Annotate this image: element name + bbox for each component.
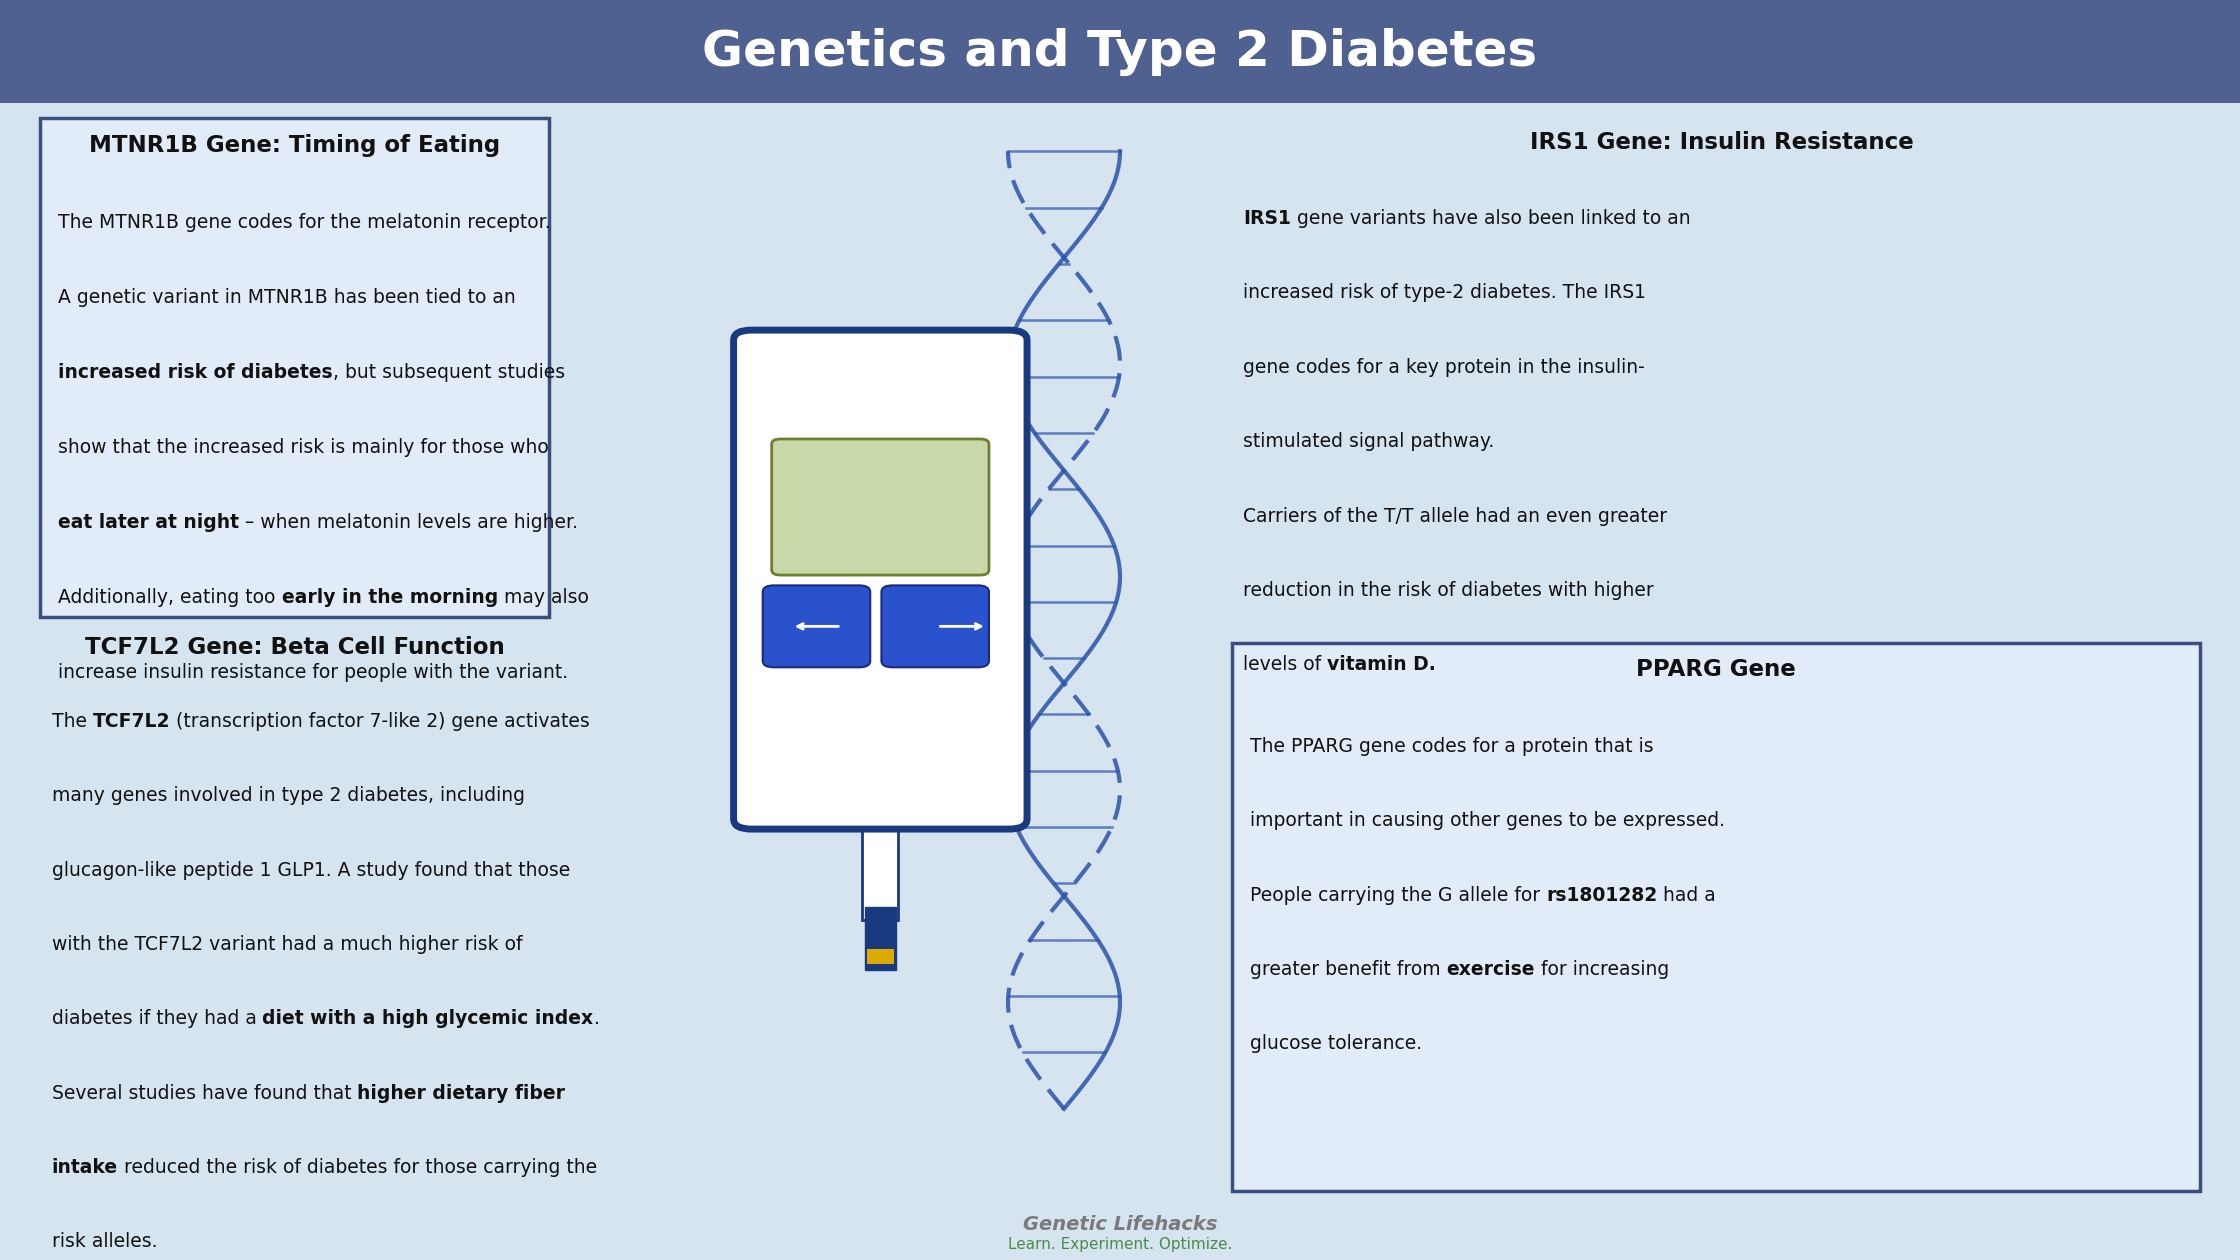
- Text: risk alleles.: risk alleles.: [52, 1232, 157, 1251]
- Text: The PPARG gene codes for a protein that is: The PPARG gene codes for a protein that …: [1250, 737, 1653, 756]
- Text: rs1801282: rs1801282: [1546, 886, 1658, 905]
- Text: vitamin D.: vitamin D.: [1328, 655, 1436, 674]
- Text: show that the increased risk is mainly for those who: show that the increased risk is mainly f…: [58, 437, 549, 457]
- Text: eat later at night: eat later at night: [58, 513, 240, 532]
- Text: People carrying the G allele for: People carrying the G allele for: [1250, 886, 1546, 905]
- Text: increased risk of type-2 diabetes. The IRS1: increased risk of type-2 diabetes. The I…: [1243, 284, 1646, 302]
- Text: reduction in the risk of diabetes with higher: reduction in the risk of diabetes with h…: [1243, 581, 1653, 600]
- Text: may also: may also: [497, 587, 589, 607]
- Text: glucagon-like peptide 1 GLP1. A study found that those: glucagon-like peptide 1 GLP1. A study fo…: [52, 861, 569, 879]
- Text: PPARG Gene: PPARG Gene: [1635, 658, 1796, 680]
- Text: gene variants have also been linked to an: gene variants have also been linked to a…: [1290, 209, 1691, 228]
- Text: Several studies have found that: Several studies have found that: [52, 1084, 356, 1102]
- Text: Learn. Experiment. Optimize.: Learn. Experiment. Optimize.: [1008, 1237, 1232, 1252]
- Text: important in causing other genes to be expressed.: important in causing other genes to be e…: [1250, 811, 1725, 830]
- Text: TCF7L2 Gene: Beta Cell Function: TCF7L2 Gene: Beta Cell Function: [85, 636, 504, 659]
- Text: intake: intake: [52, 1158, 119, 1177]
- Text: levels of: levels of: [1243, 655, 1328, 674]
- Text: Genetic Lifehacks: Genetic Lifehacks: [1024, 1215, 1216, 1235]
- Text: with the TCF7L2 variant had a much higher risk of: with the TCF7L2 variant had a much highe…: [52, 935, 522, 954]
- Text: increase insulin resistance for people with the variant.: increase insulin resistance for people w…: [58, 663, 569, 682]
- Text: diabetes if they had a: diabetes if they had a: [52, 1009, 262, 1028]
- FancyBboxPatch shape: [862, 743, 898, 920]
- FancyBboxPatch shape: [1232, 643, 2200, 1191]
- Text: Carriers of the T/T allele had an even greater: Carriers of the T/T allele had an even g…: [1243, 507, 1667, 525]
- Text: had a: had a: [1658, 886, 1716, 905]
- Text: (transcription factor 7-like 2) gene activates: (transcription factor 7-like 2) gene act…: [170, 712, 589, 731]
- Text: IRS1 Gene: Insulin Resistance: IRS1 Gene: Insulin Resistance: [1530, 131, 1913, 154]
- FancyBboxPatch shape: [865, 907, 896, 970]
- Text: Genetics and Type 2 Diabetes: Genetics and Type 2 Diabetes: [703, 28, 1537, 76]
- Text: A genetic variant in MTNR1B has been tied to an: A genetic variant in MTNR1B has been tie…: [58, 287, 515, 307]
- Text: diet with a high glycemic index: diet with a high glycemic index: [262, 1009, 594, 1028]
- FancyBboxPatch shape: [867, 949, 894, 964]
- Text: reduced the risk of diabetes for those carrying the: reduced the risk of diabetes for those c…: [119, 1158, 596, 1177]
- Text: for increasing: for increasing: [1534, 960, 1669, 979]
- Text: , but subsequent studies: , but subsequent studies: [334, 363, 564, 382]
- Text: The MTNR1B gene codes for the melatonin receptor.: The MTNR1B gene codes for the melatonin …: [58, 213, 551, 232]
- FancyBboxPatch shape: [0, 0, 2240, 103]
- Text: The: The: [52, 712, 92, 731]
- FancyBboxPatch shape: [735, 330, 1026, 829]
- Text: increased risk of diabetes: increased risk of diabetes: [58, 363, 334, 382]
- Text: IRS1: IRS1: [1243, 209, 1290, 228]
- Text: exercise: exercise: [1447, 960, 1534, 979]
- Text: TCF7L2: TCF7L2: [92, 712, 170, 731]
- Text: Additionally, eating too: Additionally, eating too: [58, 587, 282, 607]
- FancyBboxPatch shape: [771, 438, 990, 575]
- Text: higher dietary fiber: higher dietary fiber: [356, 1084, 564, 1102]
- Text: gene codes for a key protein in the insulin-: gene codes for a key protein in the insu…: [1243, 358, 1644, 377]
- Text: – when melatonin levels are higher.: – when melatonin levels are higher.: [240, 513, 578, 532]
- Text: .: .: [594, 1009, 600, 1028]
- Text: many genes involved in type 2 diabetes, including: many genes involved in type 2 diabetes, …: [52, 786, 524, 805]
- FancyBboxPatch shape: [762, 586, 869, 668]
- Text: early in the morning: early in the morning: [282, 587, 497, 607]
- Text: stimulated signal pathway.: stimulated signal pathway.: [1243, 432, 1494, 451]
- FancyBboxPatch shape: [883, 586, 990, 668]
- Text: glucose tolerance.: glucose tolerance.: [1250, 1034, 1422, 1053]
- Text: MTNR1B Gene: Timing of Eating: MTNR1B Gene: Timing of Eating: [90, 134, 500, 156]
- FancyBboxPatch shape: [40, 118, 549, 617]
- Text: greater benefit from: greater benefit from: [1250, 960, 1447, 979]
